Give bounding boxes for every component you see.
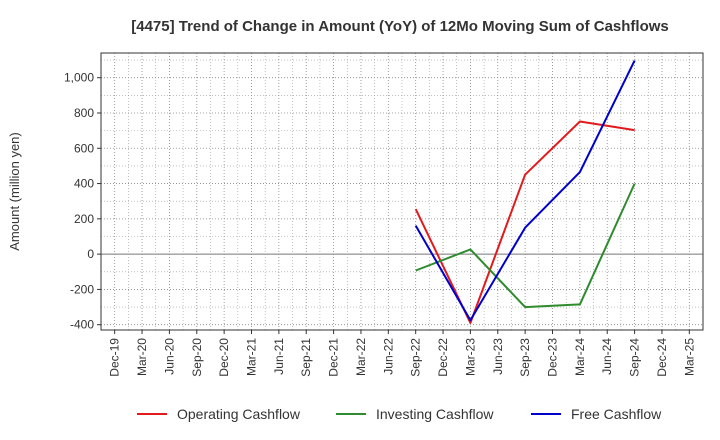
- x-tick-label: Dec-20: [217, 338, 231, 377]
- x-tick-label: Sep-23: [518, 338, 532, 377]
- y-tick-label: 200: [74, 212, 94, 226]
- x-tick-label: Mar-22: [354, 338, 368, 376]
- x-tick-label: Dec-19: [108, 338, 122, 377]
- y-axis: -400 -200 0 200 400 600 800 1,000: [64, 71, 101, 332]
- x-tick-label: Jun-21: [272, 338, 286, 375]
- x-tick-label: Jun-24: [600, 338, 614, 375]
- x-tick-label: Dec-21: [327, 338, 341, 377]
- y-tick-label: -400: [70, 318, 94, 332]
- x-tick-label: Sep-24: [628, 338, 642, 377]
- x-tick-label: Mar-24: [573, 338, 587, 376]
- x-tick-label: Mar-23: [463, 338, 477, 376]
- x-tick-label: Jun-20: [162, 338, 176, 375]
- legend: Operating Cashflow Investing Cashflow Free…: [137, 406, 662, 422]
- y-tick-label: 600: [74, 141, 94, 155]
- x-tick-label: Sep-20: [190, 338, 204, 377]
- plot-area: [100, 52, 704, 331]
- x-tick-label: Mar-21: [245, 338, 259, 376]
- y-tick-label: -200: [70, 282, 94, 296]
- x-tick-label: Dec-24: [655, 338, 669, 377]
- legend-label-operating-cashflow: Operating Cashflow: [177, 406, 301, 422]
- x-tick-label: Dec-22: [436, 338, 450, 377]
- x-tick-label: Jun-22: [381, 338, 395, 375]
- x-tick-label: Mar-25: [682, 338, 696, 376]
- legend-label-free-cashflow: Free Cashflow: [571, 406, 662, 422]
- grid-layer: [101, 53, 703, 330]
- series-line-free-cashflow: [414, 60, 636, 322]
- y-tick-label: 800: [74, 106, 94, 120]
- chart-title: [4475] Trend of Change in Amount (YoY) o…: [131, 18, 669, 35]
- x-tick-label: Jun-23: [491, 338, 505, 375]
- x-tick-label: Sep-22: [409, 338, 423, 377]
- x-tick-label: Sep-21: [299, 338, 313, 377]
- y-tick-label: 1,000: [64, 71, 94, 85]
- x-tick-label: Mar-20: [135, 338, 149, 376]
- series-layer: [414, 60, 636, 324]
- y-axis-label: Amount (million yen): [7, 132, 22, 251]
- x-tick-label: Dec-23: [546, 338, 560, 377]
- y-tick-label: 0: [87, 247, 94, 261]
- series-line-investing-cashflow: [415, 183, 636, 309]
- series-line-operating-cashflow: [414, 120, 635, 324]
- legend-label-investing-cashflow: Investing Cashflow: [376, 406, 494, 422]
- x-axis: Dec-19 Mar-20 Jun-20 Sep-20 Dec-20 Mar-21 Jun-…: [108, 330, 696, 377]
- y-tick-label: 400: [74, 177, 94, 191]
